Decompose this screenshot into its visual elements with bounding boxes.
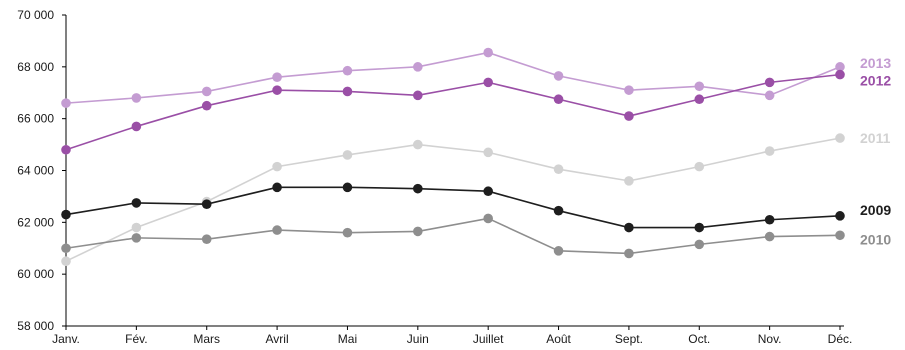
series-line-2011 bbox=[65, 137, 841, 262]
data-point-2011 bbox=[131, 222, 142, 233]
x-tick-label: Nov. bbox=[758, 332, 782, 346]
data-point-2009 bbox=[483, 186, 493, 197]
data-point-2013 bbox=[694, 81, 705, 92]
data-point-2011 bbox=[272, 161, 282, 172]
series-label-2011: 2011 bbox=[860, 130, 891, 146]
data-point-2012 bbox=[483, 77, 493, 88]
y-tick-label: 60 000 bbox=[17, 267, 54, 281]
x-tick-label: Août bbox=[546, 332, 571, 346]
data-point-2010 bbox=[483, 213, 493, 224]
data-point-2011 bbox=[413, 139, 423, 150]
data-point-2011 bbox=[694, 161, 705, 172]
data-point-2013 bbox=[413, 62, 423, 72]
data-point-2013 bbox=[61, 98, 71, 108]
data-point-2011 bbox=[342, 150, 353, 160]
data-point-2010 bbox=[201, 234, 212, 244]
data-point-2010 bbox=[694, 239, 705, 250]
data-point-2010 bbox=[835, 230, 845, 241]
data-point-2013 bbox=[764, 90, 775, 101]
data-point-2013 bbox=[342, 65, 353, 76]
data-point-2012 bbox=[413, 90, 423, 101]
data-point-2010 bbox=[272, 225, 282, 235]
series-label-2013: 2013 bbox=[860, 55, 891, 71]
data-point-2010 bbox=[413, 226, 423, 237]
y-tick-label: 58 000 bbox=[17, 319, 54, 333]
data-point-2011 bbox=[61, 256, 71, 267]
series-label-2010: 2010 bbox=[860, 231, 891, 247]
data-point-2009 bbox=[131, 198, 142, 208]
y-tick-label: 66 000 bbox=[17, 112, 54, 126]
series-line-2009 bbox=[65, 186, 841, 229]
data-point-2010 bbox=[764, 231, 775, 242]
data-point-2011 bbox=[835, 133, 845, 143]
data-point-2009 bbox=[413, 183, 423, 194]
data-point-2012 bbox=[764, 77, 775, 88]
data-point-2012 bbox=[61, 144, 71, 155]
x-tick-label: Déc. bbox=[828, 332, 853, 346]
data-point-2013 bbox=[272, 72, 282, 82]
data-point-2011 bbox=[553, 164, 564, 175]
data-point-2010 bbox=[61, 243, 71, 254]
x-tick-label: Avril bbox=[266, 332, 289, 346]
y-tick-label: 70 000 bbox=[17, 8, 54, 22]
data-point-2010 bbox=[342, 227, 353, 238]
data-point-2013 bbox=[201, 86, 212, 97]
data-point-2011 bbox=[764, 146, 775, 156]
data-point-2009 bbox=[61, 209, 71, 220]
series-line-2010 bbox=[65, 217, 841, 255]
series-label-2012: 2012 bbox=[860, 73, 891, 89]
data-point-2013 bbox=[835, 62, 845, 72]
series-line-2013 bbox=[65, 51, 841, 104]
data-point-2010 bbox=[131, 233, 142, 243]
data-point-2012 bbox=[553, 94, 564, 105]
x-tick-label: Juin bbox=[407, 332, 429, 346]
data-point-2009 bbox=[764, 214, 775, 225]
data-point-2009 bbox=[694, 222, 705, 233]
data-point-2012 bbox=[835, 69, 845, 80]
x-tick-label: Juillet bbox=[473, 332, 504, 346]
data-point-2012 bbox=[272, 85, 282, 95]
x-tick-label: Sept. bbox=[615, 332, 643, 346]
data-point-2012 bbox=[201, 100, 212, 111]
x-tick-label: Mai bbox=[338, 332, 357, 346]
data-point-2013 bbox=[553, 71, 564, 81]
data-point-2009 bbox=[272, 182, 282, 193]
data-point-2013 bbox=[483, 47, 493, 58]
x-tick-label: Oct. bbox=[688, 332, 710, 346]
data-point-2013 bbox=[131, 93, 142, 103]
data-point-2009 bbox=[342, 182, 353, 193]
data-point-2012 bbox=[624, 111, 634, 121]
x-tick-label: Janv. bbox=[52, 332, 80, 346]
series-label-2009: 2009 bbox=[860, 202, 891, 218]
data-point-2009 bbox=[553, 205, 564, 216]
data-point-2009 bbox=[201, 199, 212, 209]
data-point-2009 bbox=[624, 222, 634, 233]
y-tick-label: 68 000 bbox=[17, 60, 54, 74]
data-point-2009 bbox=[835, 211, 845, 221]
x-tick-label: Mars bbox=[193, 332, 220, 346]
data-point-2012 bbox=[131, 121, 142, 132]
series-line-2012 bbox=[65, 73, 841, 151]
data-point-2012 bbox=[342, 86, 353, 97]
y-tick-label: 62 000 bbox=[17, 215, 54, 229]
data-point-2012 bbox=[694, 94, 705, 105]
x-tick-label: Fév. bbox=[125, 332, 147, 346]
data-point-2010 bbox=[553, 246, 564, 256]
data-point-2013 bbox=[624, 85, 634, 95]
y-tick-label: 64 000 bbox=[17, 164, 54, 178]
data-point-2010 bbox=[624, 248, 634, 259]
data-point-2011 bbox=[483, 147, 493, 158]
data-point-2011 bbox=[624, 176, 634, 186]
